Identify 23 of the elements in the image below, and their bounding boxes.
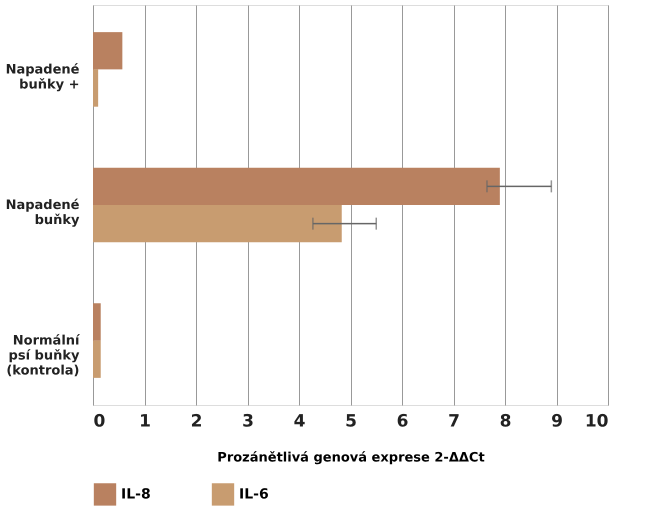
x-tick-label: 7 (448, 412, 460, 432)
x-tick-label: 5 (345, 412, 357, 432)
bar (93, 32, 122, 70)
x-tick-label: 3 (242, 412, 254, 432)
x-tick-label: 6 (396, 412, 408, 432)
x-tick-label: 10 (584, 412, 609, 432)
legend-label: IL-6 (239, 486, 269, 502)
x-tick-label: 0 (94, 412, 106, 432)
bar (93, 168, 500, 205)
x-tick-label: 4 (294, 412, 306, 432)
bar (93, 69, 98, 107)
legend-label: IL-8 (121, 486, 151, 502)
bar (93, 205, 342, 242)
bar (93, 340, 101, 378)
y-tick-label: Napadené buňky (6, 198, 80, 228)
x-axis-title: Prozánětlivá genová exprese 2-ΔΔCt (217, 450, 485, 466)
y-tick-label: Napadené buňky + (6, 62, 80, 92)
x-tick-label: 2 (190, 412, 202, 432)
x-tick-label: 9 (551, 412, 563, 432)
bar (93, 303, 101, 341)
x-tick-label: 8 (500, 412, 512, 432)
x-tick-label: 1 (139, 412, 151, 432)
y-tick-label: Normální psí buňky (kontrola) (6, 334, 82, 379)
